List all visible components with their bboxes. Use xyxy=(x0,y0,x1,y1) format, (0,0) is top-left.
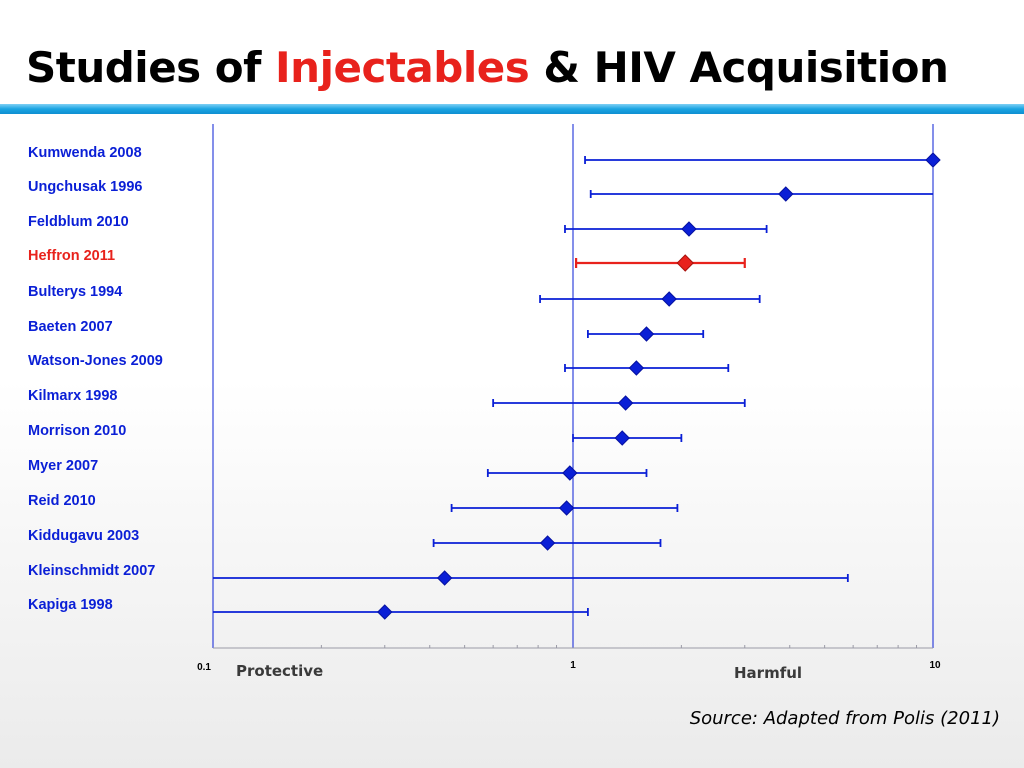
estimate-diamond-myer-2007 xyxy=(562,465,578,481)
title-highlight: Injectables xyxy=(275,43,530,92)
study-label-watson-jones-2009: Watson-Jones 2009 xyxy=(28,353,163,369)
estimate-diamond-heffron-2011 xyxy=(676,254,694,272)
estimate-diamond-reid-2010 xyxy=(558,500,575,516)
study-label-kilmarx-1998: Kilmarx 1998 xyxy=(28,388,117,404)
protective-label: Protective xyxy=(236,662,323,680)
estimate-diamond-bulterys-1994 xyxy=(661,291,677,307)
estimate-diamond-kapiga-1998 xyxy=(377,604,393,620)
estimate-diamond-baeten-2007 xyxy=(638,326,655,342)
title-underline-bar xyxy=(0,104,1024,114)
x-tick-label-1: 1 xyxy=(570,660,576,671)
estimate-diamond-kumwenda-2008 xyxy=(925,152,941,168)
title-part-1: Studies of xyxy=(26,43,276,92)
study-label-myer-2007: Myer 2007 xyxy=(28,458,98,474)
harmful-label: Harmful xyxy=(734,664,802,682)
title-part-2: & HIV Acquisition xyxy=(529,43,949,92)
study-label-kleinschmidt-2007: Kleinschmidt 2007 xyxy=(28,563,155,579)
study-label-kapiga-1998: Kapiga 1998 xyxy=(28,597,113,613)
estimate-diamond-ungchusak-1996 xyxy=(778,186,794,202)
estimate-diamond-kilmarx-1998 xyxy=(617,395,634,411)
study-label-bulterys-1994: Bulterys 1994 xyxy=(28,284,122,300)
estimate-diamond-watson-jones-2009 xyxy=(628,360,645,376)
study-label-morrison-2010: Morrison 2010 xyxy=(28,423,126,439)
study-label-ungchusak-1996: Ungchusak 1996 xyxy=(28,179,142,195)
estimate-diamond-kleinschmidt-2007 xyxy=(436,570,453,586)
study-label-kumwenda-2008: Kumwenda 2008 xyxy=(28,145,142,161)
study-label-baeten-2007: Baeten 2007 xyxy=(28,319,113,335)
study-label-feldblum-2010: Feldblum 2010 xyxy=(28,214,129,230)
x-tick-label-0.1: 0.1 xyxy=(197,662,211,673)
study-label-kiddugavu-2003: Kiddugavu 2003 xyxy=(28,528,139,544)
x-tick-label-10: 10 xyxy=(929,660,941,671)
study-label-reid-2010: Reid 2010 xyxy=(28,493,96,509)
source-note: Source: Adapted from Polis (2011) xyxy=(689,708,1000,729)
estimate-diamond-feldblum-2010 xyxy=(681,221,697,237)
slide-title: Studies of Injectables & HIV Acquisition xyxy=(26,38,949,98)
estimate-diamond-kiddugavu-2003 xyxy=(539,535,556,551)
estimate-diamond-morrison-2010 xyxy=(614,430,630,446)
study-label-heffron-2011: Heffron 2011 xyxy=(28,248,115,264)
